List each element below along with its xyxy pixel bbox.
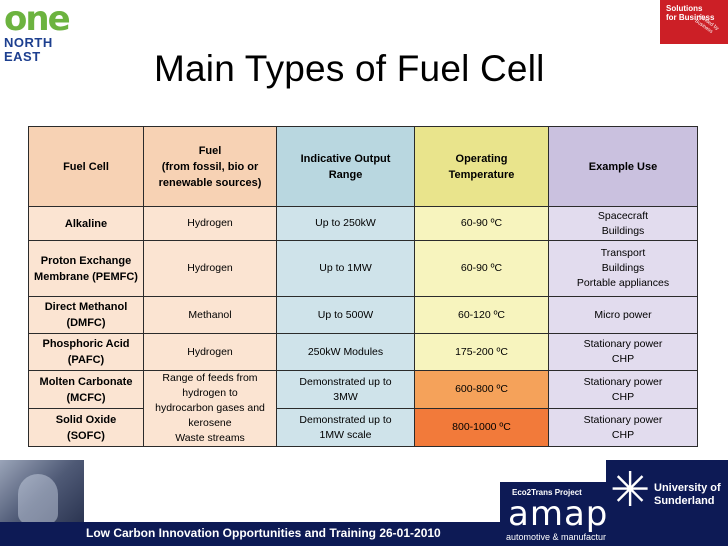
one-north-east-logo: one NORTH EAST bbox=[4, 0, 90, 64]
cell-temp: 60-120 ºC bbox=[414, 296, 549, 334]
page-title: Main Types of Fuel Cell bbox=[154, 48, 545, 89]
header-fuel-cell: Fuel Cell bbox=[28, 126, 144, 207]
fuel-cell-table: Fuel Cell Fuel (from fossil, bio or renewa… bbox=[28, 126, 698, 447]
header-temperature: Operating Temperature bbox=[414, 126, 549, 207]
cell-temp: 175-200 ºC bbox=[414, 333, 549, 371]
logo-northeast-text: NORTH EAST bbox=[4, 35, 53, 64]
amap-text: amap bbox=[508, 494, 609, 534]
cell-output: Up to 500W bbox=[276, 296, 415, 334]
cell-use: Stationary power CHP bbox=[548, 333, 698, 371]
header-output: Indicative Output Range bbox=[276, 126, 415, 207]
cell-output: Demonstrated up to 1MW scale bbox=[276, 408, 415, 447]
cell-temp: 600-800 ºC bbox=[414, 370, 549, 409]
star-icon: ✳ bbox=[610, 464, 651, 517]
table-row: Solid Oxide (SOFC) Demonstrated up to 1MW … bbox=[28, 408, 698, 447]
amap-subtitle: automotive & manufacturing advanced prac… bbox=[506, 532, 694, 542]
table-row: Molten Carbonate (MCFC) Range of feeds fr… bbox=[28, 370, 698, 447]
cell-name: Direct Methanol (DMFC) bbox=[28, 296, 144, 334]
eco-trans-text: Eco2Trans Project bbox=[512, 488, 582, 497]
amap-logo: Eco2Trans Project amap bbox=[500, 482, 609, 546]
cell-output: Up to 1MW bbox=[276, 240, 415, 297]
cell-use: Stationary power CHP bbox=[548, 370, 698, 409]
table-row: Phosphoric Acid (PAFC) Hydrogen 250kW Mod… bbox=[28, 333, 698, 371]
table-row: Direct Methanol (DMFC) Methanol Up to 500… bbox=[28, 296, 698, 334]
logo-one-text: one bbox=[4, 0, 71, 39]
footer-text: Low Carbon Innovation Opportunities and … bbox=[86, 526, 441, 540]
badge-text: Solutions for Business bbox=[666, 4, 714, 22]
cell-name: Phosphoric Acid (PAFC) bbox=[28, 333, 144, 371]
header-fuel: Fuel (from fossil, bio or renewable source… bbox=[143, 126, 277, 207]
cell-name: Alkaline bbox=[28, 206, 144, 241]
cell-fuel: Hydrogen bbox=[143, 206, 277, 241]
cell-use: Stationary power CHP bbox=[548, 408, 698, 447]
cell-temp: 60-90 ºC bbox=[414, 206, 549, 241]
cell-name: Molten Carbonate (MCFC) bbox=[28, 370, 144, 409]
cell-name: Solid Oxide (SOFC) bbox=[28, 408, 144, 447]
cell-output: Demonstrated up to 3MW bbox=[276, 370, 415, 409]
cell-temp: 60-90 ºC bbox=[414, 240, 549, 297]
solutions-for-business-badge: Solutions for Business Funded by Busines… bbox=[660, 0, 728, 44]
cell-fuel-merged: Range of feeds from hydrogen to hydrocar… bbox=[143, 370, 277, 447]
cell-fuel: Hydrogen bbox=[143, 240, 277, 297]
cell-output: Up to 250kW bbox=[276, 206, 415, 241]
cell-output: 250kW Modules bbox=[276, 333, 415, 371]
table-row: Alkaline Hydrogen Up to 250kW 60-90 ºC S… bbox=[28, 206, 698, 241]
university-logo: ✳ University of Sunderland bbox=[606, 460, 728, 546]
header-example-use: Example Use bbox=[548, 126, 698, 207]
cell-name: Proton Exchange Membrane (PEMFC) bbox=[28, 240, 144, 297]
cell-fuel: Hydrogen bbox=[143, 333, 277, 371]
table-row: Proton Exchange Membrane (PEMFC) Hydrogen… bbox=[28, 240, 698, 297]
university-name: University of Sunderland bbox=[654, 482, 721, 507]
cell-use: Spacecraft Buildings bbox=[548, 206, 698, 241]
cell-use: Micro power bbox=[548, 296, 698, 334]
cell-fuel: Methanol bbox=[143, 296, 277, 334]
footer: Low Carbon Innovation Opportunities and … bbox=[0, 460, 728, 546]
badge-line1: Solutions bbox=[666, 4, 703, 13]
badge-line2: for Business bbox=[666, 13, 715, 22]
cell-temp: 800-1000 ºC bbox=[414, 408, 549, 447]
cell-use: Transport Buildings Portable appliances bbox=[548, 240, 698, 297]
